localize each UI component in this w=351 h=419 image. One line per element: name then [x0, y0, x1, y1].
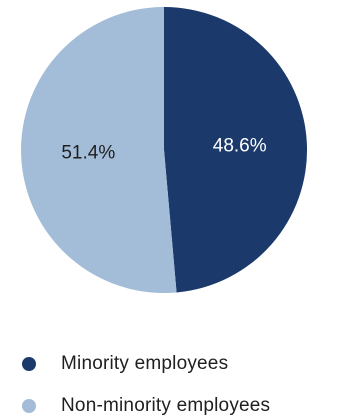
legend-label-non-minority: Non-minority employees — [61, 395, 271, 416]
legend-marker-minority — [22, 357, 36, 371]
pie-slice-minority — [164, 6, 308, 293]
pie-slice-non-minority — [21, 7, 177, 293]
legend-marker-non-minority — [22, 399, 36, 413]
legend-item-minority: Minority employees — [22, 352, 228, 376]
pie-chart: 48.6% 51.4% — [21, 6, 308, 293]
legend-item-non-minority: Non-minority employees — [22, 394, 270, 418]
legend-label-minority: Minority employees — [61, 353, 229, 374]
slice-label-non-minority: 51.4% — [61, 142, 115, 163]
slice-label-minority: 48.6% — [213, 136, 267, 157]
